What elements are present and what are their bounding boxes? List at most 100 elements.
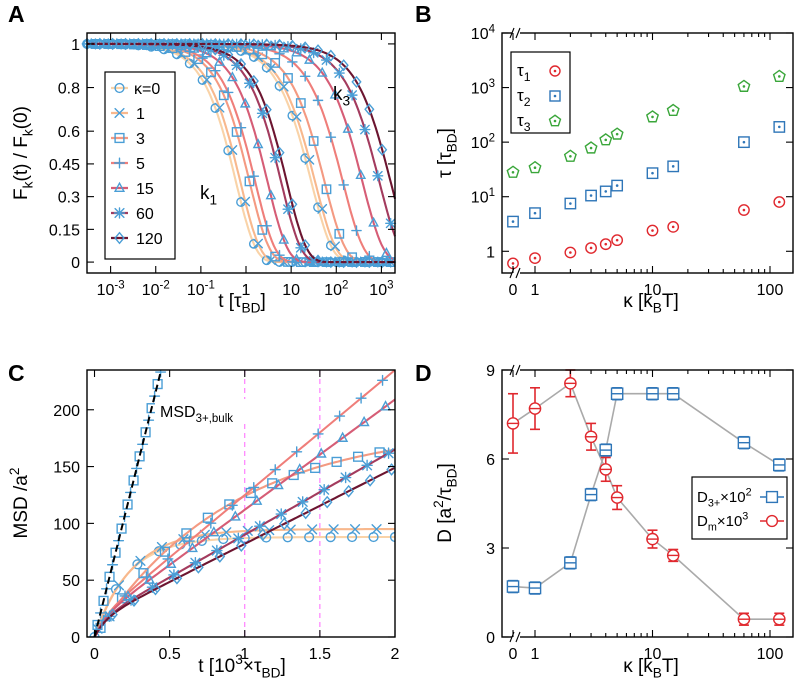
x-tick-label-b: 10	[644, 282, 662, 299]
data-point-center	[615, 184, 619, 187]
y-tick-label-a: 0.3	[58, 190, 80, 207]
data-point-k3-60	[372, 170, 384, 182]
data-point-τ3	[599, 133, 613, 146]
panel-a: A 10-3 10-2 10-1 1 10 102 103 0 0.15 0.3 0.45 0.6 0.8…	[8, 1, 397, 316]
data-point-center	[533, 166, 537, 170]
data-point-k1-120	[377, 255, 388, 269]
y-tick-label-d: 9	[486, 363, 495, 380]
msd-point-15	[337, 431, 349, 442]
data-point-center	[511, 220, 515, 223]
msd-point-5	[355, 392, 367, 404]
data-point-k3-120	[210, 37, 221, 51]
msd-bulk-point	[122, 499, 133, 510]
y-tick-label-a: 0.6	[58, 124, 80, 141]
data-point-τ1	[599, 238, 612, 251]
legend-label-τ2: τ2	[517, 86, 531, 109]
data-point-k3-15	[342, 122, 354, 133]
x-axis-label-a: t [τBD]	[218, 291, 266, 316]
msd-point-15	[358, 415, 370, 427]
data-point-k3-120	[223, 37, 234, 51]
legend-marker-center	[553, 94, 557, 98]
data-point-center	[604, 138, 608, 142]
data-point-k1-120	[210, 43, 221, 56]
data-point-k1-15	[291, 253, 302, 264]
data-point-τ2	[507, 215, 519, 228]
legend-marker-d	[765, 514, 779, 528]
data-point-k3-3	[270, 58, 281, 68]
msd-point-5	[312, 428, 324, 440]
data-point-k3-1	[317, 203, 328, 214]
legend-label-4: 15	[136, 181, 154, 198]
y-axis-label-c: MSD /a2	[7, 468, 32, 539]
msd-point-120	[193, 560, 204, 574]
data-point-k3-120	[274, 38, 285, 52]
x-axis-label-c: t [103×τBD]	[198, 652, 285, 681]
data-point-τ3	[506, 165, 520, 178]
msd-point-5	[377, 374, 389, 386]
data-point-τ1	[738, 204, 750, 216]
msd-point-1	[135, 555, 146, 566]
data-point-k1-1	[253, 238, 263, 249]
axis-break	[515, 267, 521, 279]
msd-point-120	[107, 608, 118, 621]
data-point-k3-5	[312, 95, 324, 106]
data-point-k1-60	[231, 59, 243, 71]
x-tick-label-a: 10-1	[187, 279, 215, 299]
y-tick-label-b: 104	[471, 23, 496, 43]
x-tick-label-a: 10-2	[142, 279, 170, 299]
msd-curve-5	[93, 370, 395, 637]
y-axis-label-d: D [a2/τBD]	[431, 463, 460, 543]
data-point-k1-60	[295, 242, 307, 254]
data-point-center	[589, 146, 593, 150]
msd-point-1	[113, 580, 125, 591]
msd-bulk-point	[140, 427, 151, 438]
data-point-k1-60	[282, 203, 294, 215]
data-point-k3-60	[320, 54, 332, 66]
msd-point-15	[165, 557, 177, 568]
msd-point-5	[269, 464, 281, 476]
x-tick-label-a: 10-3	[97, 279, 125, 299]
data-point-k1-15	[265, 189, 277, 200]
axis-break	[515, 631, 521, 643]
data-point-k3-60	[359, 123, 371, 136]
data-point-τ2	[738, 136, 750, 149]
x-tick-label-d: 100	[757, 646, 784, 663]
data-point-τ1	[529, 252, 541, 265]
data-point-k1-15	[227, 71, 238, 82]
msd-point-15	[186, 541, 198, 553]
x-tick-label-c: 2	[391, 646, 400, 663]
msd-point-1	[371, 524, 382, 535]
msd-point-5	[334, 410, 346, 422]
legend-label-3: 5	[136, 156, 145, 173]
data-point-k3-120	[287, 39, 298, 52]
data-point-center	[569, 202, 572, 205]
x-tick-label-a: 102	[324, 279, 348, 299]
msd-point-3	[310, 462, 321, 474]
data-point-center	[615, 132, 619, 136]
msd-curve-κ=0	[93, 535, 395, 637]
y-tick-label-a: 0.15	[49, 222, 80, 239]
data-point-center	[671, 109, 675, 112]
msd-point-3	[181, 528, 192, 539]
legend-label-6: 120	[136, 231, 163, 248]
data-point-k1-120	[364, 255, 375, 269]
annotation-k3: k3	[333, 84, 350, 109]
msd-point-60	[296, 496, 309, 508]
data-point-k3-120	[94, 37, 105, 51]
legend-marker-5	[113, 207, 126, 219]
data-point-center	[651, 115, 654, 119]
data-point-center	[671, 225, 675, 229]
msd-point-3	[159, 546, 171, 557]
data-point-k3-60	[308, 47, 320, 59]
data-point-k3-1	[291, 111, 302, 122]
data-point-k1-15	[214, 55, 225, 66]
legend-label-d-1: Dm×103	[697, 511, 748, 534]
y-tick-label-c: 150	[53, 460, 80, 477]
x-tick-label-a: 10	[282, 282, 300, 299]
data-point-k1-120	[235, 57, 247, 71]
data-point-center	[533, 211, 537, 215]
msd-point-120	[214, 550, 226, 563]
msd-point-60	[361, 459, 373, 472]
msd-bulk-line	[93, 371, 162, 637]
x-axis-label-b: κ [kBT]	[623, 291, 679, 316]
